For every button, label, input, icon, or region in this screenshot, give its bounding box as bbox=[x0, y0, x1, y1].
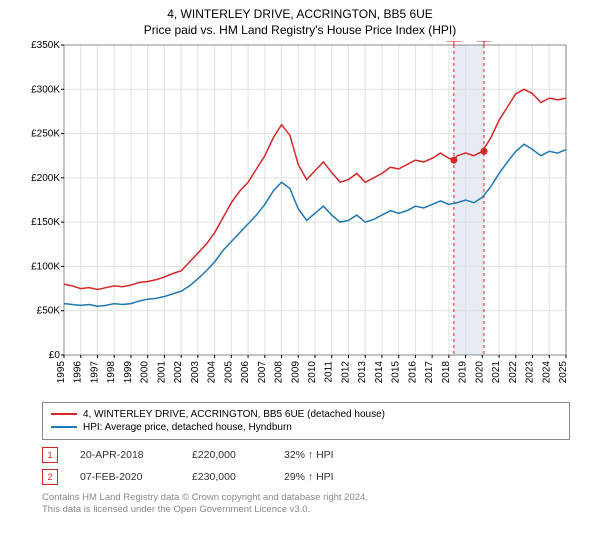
legend: 4, WINTERLEY DRIVE, ACCRINGTON, BB5 6UE … bbox=[42, 402, 570, 440]
x-tick-label: 2001 bbox=[156, 360, 167, 383]
sale-date: 07-FEB-2020 bbox=[80, 471, 170, 483]
x-tick-label: 1995 bbox=[56, 360, 67, 383]
sale-relative: 32% ↑ HPI bbox=[284, 449, 334, 461]
sale-price: £220,000 bbox=[192, 449, 262, 461]
x-tick-label: 2013 bbox=[357, 360, 368, 383]
chart-title: 4, WINTERLEY DRIVE, ACCRINGTON, BB5 6UE bbox=[0, 0, 600, 23]
legend-label: 4, WINTERLEY DRIVE, ACCRINGTON, BB5 6UE … bbox=[83, 409, 385, 420]
x-tick-label: 2019 bbox=[458, 360, 469, 383]
y-tick-label: £300K bbox=[31, 84, 60, 95]
x-tick-label: 2010 bbox=[307, 360, 318, 383]
x-tick-label: 2006 bbox=[240, 360, 251, 383]
chart-subtitle: Price paid vs. HM Land Registry's House … bbox=[0, 23, 600, 41]
legend-swatch bbox=[51, 413, 77, 415]
y-tick-label: £150K bbox=[31, 217, 60, 228]
sale-marker: 1 bbox=[42, 447, 58, 463]
x-tick-label: 2022 bbox=[508, 360, 519, 383]
y-tick-label: £0 bbox=[49, 350, 61, 361]
x-tick-label: 1997 bbox=[89, 360, 100, 383]
x-tick-label: 2018 bbox=[441, 360, 452, 383]
sales-table: 1 20-APR-2018 £220,000 32% ↑ HPI 2 07-FEB-202… bbox=[42, 444, 570, 488]
x-tick-label: 2017 bbox=[424, 360, 435, 383]
x-tick-label: 2011 bbox=[324, 360, 335, 382]
legend-label: HPI: Average price, detached house, Hynd… bbox=[83, 422, 292, 433]
legend-item: HPI: Average price, detached house, Hynd… bbox=[51, 421, 561, 434]
y-tick-label: £350K bbox=[31, 41, 60, 51]
legend-swatch bbox=[51, 426, 77, 428]
y-tick-label: £50K bbox=[37, 306, 61, 317]
x-tick-label: 2007 bbox=[257, 360, 268, 383]
x-tick-label: 2024 bbox=[541, 360, 552, 383]
attribution-line-1: Contains HM Land Registry data © Crown c… bbox=[42, 492, 570, 504]
chart-area: 12£0£50K£100K£150K£200K£250K£300K£350K19… bbox=[20, 41, 580, 396]
x-tick-label: 1999 bbox=[123, 360, 134, 383]
sale-row: 1 20-APR-2018 £220,000 32% ↑ HPI bbox=[42, 444, 570, 466]
chart-svg: 12£0£50K£100K£150K£200K£250K£300K£350K19… bbox=[20, 41, 580, 396]
x-tick-label: 2000 bbox=[140, 360, 151, 383]
attribution-line-2: This data is licensed under the Open Gov… bbox=[42, 504, 570, 516]
y-tick-label: £250K bbox=[31, 128, 60, 139]
x-tick-label: 2014 bbox=[374, 360, 385, 383]
x-tick-label: 2003 bbox=[190, 360, 201, 383]
x-tick-label: 2004 bbox=[207, 360, 218, 383]
x-tick-label: 2015 bbox=[391, 360, 402, 383]
attribution: Contains HM Land Registry data © Crown c… bbox=[42, 492, 570, 517]
x-tick-label: 2016 bbox=[407, 360, 418, 383]
x-tick-label: 2023 bbox=[525, 360, 536, 383]
x-tick-label: 2020 bbox=[474, 360, 485, 383]
x-tick-label: 2002 bbox=[173, 360, 184, 383]
legend-item: 4, WINTERLEY DRIVE, ACCRINGTON, BB5 6UE … bbox=[51, 408, 561, 421]
sale-date: 20-APR-2018 bbox=[80, 449, 170, 461]
y-tick-label: £200K bbox=[31, 173, 60, 184]
sale-row: 2 07-FEB-2020 £230,000 29% ↑ HPI bbox=[42, 466, 570, 488]
x-tick-label: 2008 bbox=[274, 360, 285, 383]
sale-marker: 2 bbox=[42, 469, 58, 485]
x-tick-label: 1996 bbox=[73, 360, 84, 383]
y-tick-label: £100K bbox=[31, 261, 60, 272]
sale-relative: 29% ↑ HPI bbox=[284, 471, 334, 483]
x-tick-label: 2009 bbox=[290, 360, 301, 383]
x-tick-label: 2021 bbox=[491, 360, 502, 383]
x-tick-label: 2025 bbox=[558, 360, 569, 383]
sale-price: £230,000 bbox=[192, 471, 262, 483]
x-tick-label: 2005 bbox=[223, 360, 234, 383]
x-tick-label: 1998 bbox=[106, 360, 117, 383]
x-tick-label: 2012 bbox=[340, 360, 351, 383]
